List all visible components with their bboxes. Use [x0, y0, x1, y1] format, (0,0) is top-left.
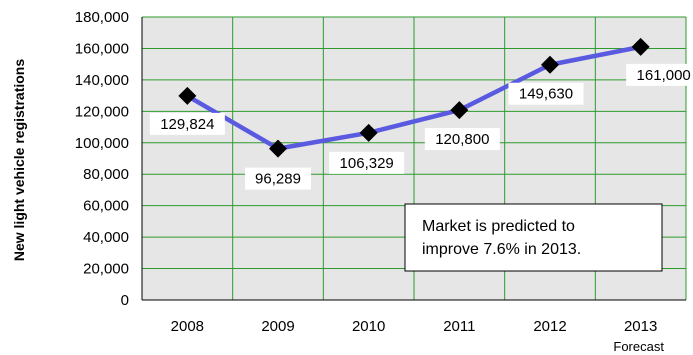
data-label-background [245, 167, 311, 190]
x-tick-label: 2012 [533, 318, 566, 335]
y-axis: 0 20,000 40,000 60,000 80,000 100,000 120,000 1… [75, 9, 143, 309]
series-line [186, 44, 642, 151]
data-point [178, 86, 197, 105]
y-tick-label: 20,000 [83, 261, 129, 278]
data-point [541, 55, 559, 74]
x-tick-label: 2010 [352, 318, 385, 335]
data-label-group: 161,000 [626, 63, 693, 86]
data-labels: 129,824 96,289 106,329 120,800 149,630 161,00… [149, 63, 693, 190]
data-label-group: 149,630 [508, 82, 584, 105]
data-label-group: 96,289 [245, 167, 311, 190]
data-label-background [329, 151, 405, 174]
series [178, 37, 650, 158]
data-label: 161,000 [637, 67, 691, 84]
data-label: 149,630 [519, 86, 573, 103]
y-tick-label: 140,000 [75, 72, 129, 89]
data-label-background [508, 82, 584, 105]
x-tick-label: 2013 [624, 318, 657, 335]
x-tick-label: 2008 [171, 318, 204, 335]
data-label-background [149, 112, 225, 135]
data-label-group: 106,329 [329, 151, 405, 174]
data-label-group: 129,824 [149, 112, 225, 135]
data-label-background [424, 128, 500, 151]
x-axis: 2008 2009 2010 2011 2012 2013 Forecast [142, 299, 686, 354]
data-label-background [626, 63, 693, 86]
x-tick-label: 2009 [261, 318, 294, 335]
data-point [450, 101, 469, 120]
y-axis-label: New light vehicle registrations [11, 59, 27, 261]
annotation-box [404, 203, 663, 272]
data-label: 120,800 [435, 131, 489, 148]
y-tick-label: 120,000 [75, 103, 129, 120]
annotation: Market is predicted to improve 7.6% in 20… [404, 203, 663, 272]
y-tick-label: 40,000 [83, 229, 129, 246]
y-tick-label: 80,000 [83, 166, 129, 183]
y-tick-label: 180,000 [75, 9, 129, 26]
x-tick-sublabel: Forecast [613, 339, 664, 354]
annotation-text: improve 7.6% in 2013. [422, 241, 581, 258]
data-label: 129,824 [160, 116, 214, 133]
data-label-group: 120,800 [424, 128, 500, 151]
data-label: 96,289 [255, 171, 301, 188]
y-tick-label: 60,000 [83, 198, 129, 215]
data-label: 106,329 [340, 155, 394, 172]
annotation-text: Market is predicted to [422, 218, 575, 235]
x-tick-label: 2011 [443, 318, 475, 335]
y-tick-label: 0 [121, 292, 129, 309]
data-point [359, 123, 378, 142]
data-point [269, 139, 287, 158]
data-point [631, 37, 650, 56]
y-tick-label: 160,000 [75, 40, 129, 57]
y-tick-label: 100,000 [75, 135, 129, 152]
